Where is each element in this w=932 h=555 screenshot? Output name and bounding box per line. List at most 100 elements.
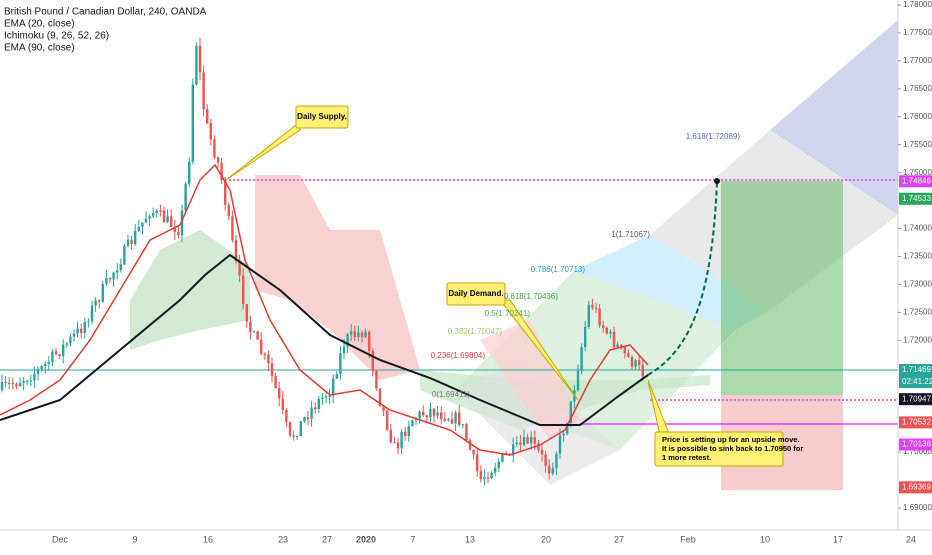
price-tick-label: 1.72000 [903, 335, 932, 344]
candle-body [612, 331, 616, 348]
candle-body [605, 327, 608, 334]
candle-body [342, 346, 346, 354]
candle-body [353, 331, 356, 337]
fib-channel [770, 20, 898, 215]
candle-body [479, 471, 482, 480]
target-box [721, 181, 843, 395]
candle-body [40, 366, 43, 370]
candle-body [44, 363, 47, 367]
candle-body [321, 397, 324, 400]
candle-body [256, 331, 259, 340]
candle-body [274, 375, 277, 389]
candle-body [62, 344, 65, 357]
candle-body [335, 373, 338, 379]
candle-body [558, 435, 562, 454]
candle-body [15, 384, 18, 387]
price-marker [899, 364, 932, 377]
date-label: 16 [203, 534, 213, 544]
candle-body [299, 421, 302, 437]
fib-label: 1.618(1.72089) [686, 132, 741, 141]
fib-label: 1(1.71067) [611, 230, 650, 239]
candle-body [184, 183, 187, 211]
price-marker-label: 1.74846 [902, 176, 931, 185]
price-marker [899, 438, 932, 451]
price-marker [899, 192, 932, 205]
candles [0, 37, 644, 486]
candle-body [152, 213, 155, 217]
price-tick-label: 1.75000 [903, 168, 932, 177]
candle-body [83, 321, 86, 333]
candle-body [296, 436, 299, 438]
date-label: 2020 [356, 534, 376, 544]
candle-body [396, 442, 400, 449]
indicator-label: EMA (20, close) [4, 19, 75, 30]
candle-body [587, 304, 590, 327]
candle-body [126, 239, 130, 246]
candle-body [544, 454, 547, 466]
candle-body [180, 210, 184, 236]
price-marker-label: 1.74533 [902, 194, 931, 203]
candle-body [87, 321, 90, 323]
candle-body [173, 226, 176, 232]
candle-body [202, 72, 205, 110]
candle-body [36, 369, 40, 374]
candle-body [260, 339, 263, 354]
candle-body [357, 332, 360, 337]
candle-body [324, 396, 328, 398]
price-marker-label: 1.71469 [902, 365, 931, 374]
candle-body [281, 398, 284, 410]
candle-body [598, 308, 601, 326]
date-label: 9 [132, 534, 137, 544]
candle-body [155, 210, 158, 214]
candle-body [429, 408, 432, 418]
candle-body [310, 407, 313, 419]
callout [295, 105, 349, 129]
candle-body [389, 429, 392, 443]
candle-body [80, 328, 83, 333]
candle-body [458, 412, 461, 425]
symbol-title: British Pound / Canadian Dollar, 240, OA… [4, 7, 207, 18]
candle-body [609, 331, 612, 334]
candle-body [242, 275, 245, 305]
callout-text: Daily Demand. [448, 289, 503, 298]
fib-label: 0.5(1.70241) [485, 309, 531, 318]
candle-body [11, 383, 14, 385]
price-marker-label: 1.70136 [902, 440, 931, 449]
candle-body [285, 409, 288, 423]
candle-body [360, 332, 364, 337]
candle-body [188, 161, 191, 184]
candle-body [494, 467, 497, 473]
candle-body [465, 424, 468, 441]
candle-body [623, 346, 626, 354]
candle-body [551, 468, 554, 474]
candle-body [105, 277, 108, 285]
candle-body [602, 325, 605, 328]
candle-body [328, 395, 331, 397]
price-marker [899, 481, 932, 494]
candle-body [58, 354, 61, 357]
candle-body [224, 179, 227, 205]
candle-body [166, 216, 169, 223]
candle-body [216, 157, 220, 163]
price-tick-label: 1.75500 [903, 140, 932, 149]
candle-body [533, 437, 536, 444]
price-axis [898, 0, 932, 550]
candle-body [641, 364, 644, 377]
date-label: 24 [906, 534, 916, 544]
candle-body [206, 109, 209, 124]
date-label: 20 [541, 534, 551, 544]
candle-body [177, 231, 180, 236]
candle-body [537, 443, 540, 451]
candle-body [591, 304, 594, 308]
candle-body [231, 216, 234, 241]
candle-body [148, 216, 151, 219]
candle-body [94, 300, 97, 306]
price-tick-label: 1.73500 [903, 252, 932, 261]
candle-body [292, 435, 295, 437]
candle-body [627, 353, 630, 358]
candle-body [98, 300, 101, 302]
candle-body [454, 412, 457, 424]
candle-body [8, 383, 11, 385]
